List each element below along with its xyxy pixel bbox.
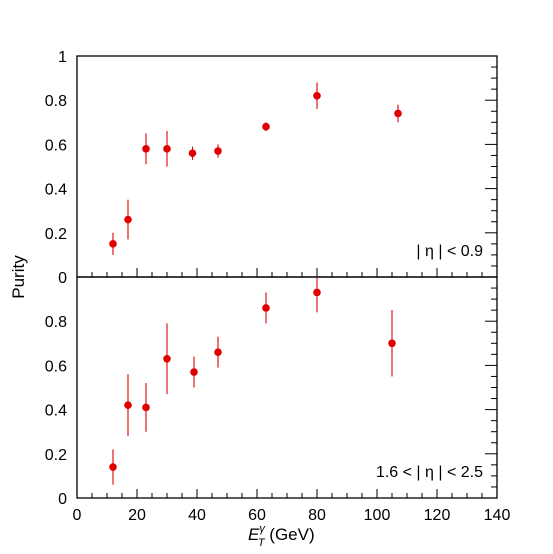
- bottom-x-tick-label: 140: [484, 507, 511, 524]
- top-eta-annotation: | η | < 0.9: [416, 243, 483, 260]
- top-data-point: [262, 122, 270, 131]
- bottom-data-point: [124, 401, 132, 409]
- bottom-x-tick-label: 60: [248, 507, 266, 524]
- bottom-y-tick-label: 0.2: [45, 447, 67, 464]
- top-data-point: [142, 145, 150, 153]
- top-y-tick-label: 0.2: [45, 226, 67, 243]
- top-data-point: [163, 145, 171, 153]
- top-data-point: [124, 215, 132, 224]
- bottom-panel: 0 0.2 0.4 0.6 0.8 0 20 40 60 80 100 120 140 1.6 < | η…: [45, 276, 511, 524]
- bottom-y-tick-label: 0: [58, 491, 67, 508]
- top-y-tick-label: 1: [58, 49, 67, 66]
- x-axis-title-unit: (GeV): [265, 525, 315, 544]
- bottom-eta-annotation: 1.6 < | η | < 2.5: [376, 464, 483, 481]
- bottom-y-tick-label: 0.8: [45, 314, 67, 331]
- top-y-tick-label: 0.8: [45, 93, 67, 110]
- bottom-data-point: [142, 403, 150, 412]
- bottom-x-tick-label: 80: [308, 507, 326, 524]
- top-y-tick-label: 0.6: [45, 137, 67, 154]
- bottom-x-tick-label: 0: [73, 507, 82, 524]
- bottom-y-tick-label: 0.6: [45, 358, 67, 375]
- top-data-point: [188, 149, 197, 158]
- x-axis-title-sup: γ: [259, 523, 266, 535]
- y-axis-title: Purity: [9, 255, 28, 299]
- bottom-data-point: [163, 354, 171, 363]
- bottom-data-point: [388, 339, 396, 348]
- bottom-data-point: [190, 368, 198, 376]
- x-axis-title-main: E: [248, 525, 260, 544]
- top-y-tick-label: 0: [58, 270, 67, 287]
- bottom-data-point: [109, 463, 117, 471]
- bottom-y-tick-label: 0.4: [45, 403, 67, 420]
- top-data-point: [109, 240, 117, 248]
- top-data-point: [214, 147, 222, 155]
- top-panel: 0 0.2 0.4 0.6 0.8 1 | η | < 0.9: [45, 49, 498, 287]
- chart-panels: 0 0.2 0.4 0.6 0.8 1 | η | < 0.9 0 0.2 0.4 0.6 0.8 0 2…: [45, 49, 511, 524]
- bottom-data-point: [313, 288, 321, 297]
- x-axis-title-sub: T: [258, 537, 266, 549]
- bottom-x-tick-label: 40: [188, 507, 206, 524]
- top-data-point: [394, 109, 402, 118]
- top-data-point: [313, 91, 321, 100]
- bottom-data-point: [262, 304, 270, 312]
- bottom-x-tick-label: 20: [128, 507, 146, 524]
- top-y-tick-label: 0.4: [45, 182, 67, 199]
- x-axis-title: Eγ T (GeV): [248, 523, 315, 549]
- bottom-data-point: [214, 348, 222, 356]
- bottom-x-tick-label: 120: [424, 507, 451, 524]
- bottom-x-tick-label: 100: [364, 507, 391, 524]
